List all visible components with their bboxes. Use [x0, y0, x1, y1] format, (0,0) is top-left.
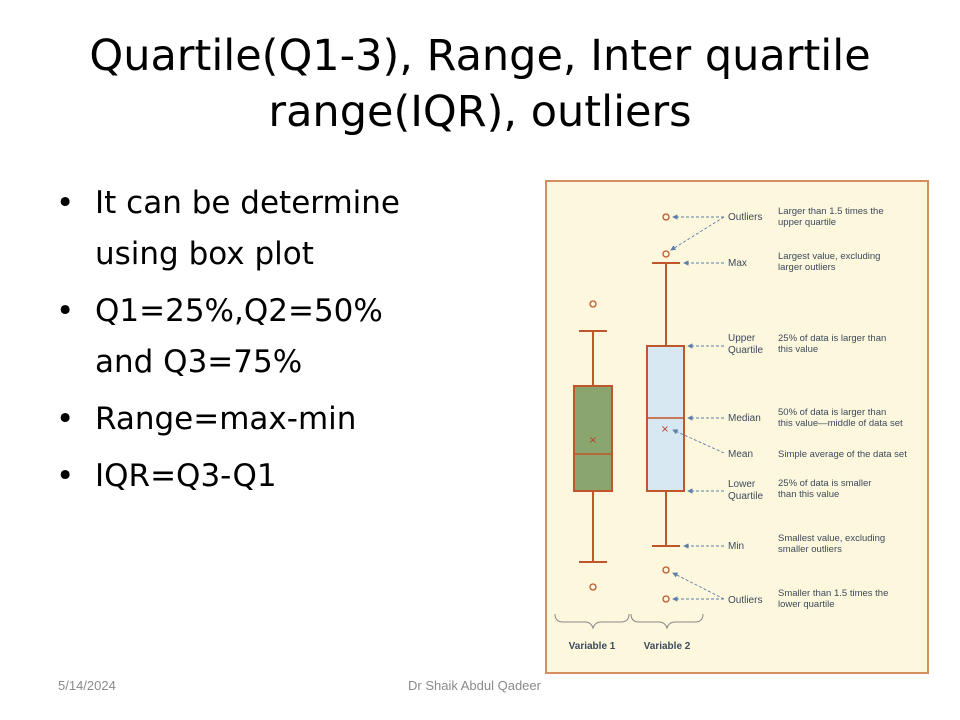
term-median: Median: [728, 413, 761, 424]
term-outliers-upper: Outliers: [728, 212, 762, 223]
box-plot-variable-2: ×: [646, 213, 685, 603]
footer-date: 5/14/2024: [58, 678, 116, 693]
box-plot-variable-1: ×: [573, 300, 613, 591]
outlier-point: [589, 583, 597, 591]
term-outliers-lower: Outliers: [728, 595, 762, 606]
outlier-point: [589, 300, 597, 308]
desc-lower-quartile: 25% of data is smaller than this value: [778, 478, 871, 500]
desc-median: 50% of data is larger than this value—mid…: [778, 407, 903, 429]
variable-label-2: Variable 2: [644, 641, 691, 652]
outlier-point: [662, 213, 670, 221]
leader-mean: [672, 429, 725, 454]
desc-max: Largest value, excluding larger outliers: [778, 251, 880, 273]
bracket-variable-2: [630, 613, 704, 630]
leader-lines: [670, 214, 725, 602]
slide-title-line-2: range(IQR), outliers: [268, 87, 692, 137]
outlier-point: [662, 250, 670, 258]
box-iqr: [573, 385, 613, 492]
bullet-list: It can be determine using box plot Q1=25…: [56, 178, 436, 508]
footer-author: Dr Shaik Abdul Qadeer: [408, 678, 541, 693]
variable-labels: Variable 1 Variable 2: [569, 641, 691, 652]
bullet-item: It can be determine using box plot: [56, 178, 436, 280]
desc-outliers-upper: Larger than 1.5 times the upper quartile: [778, 206, 884, 228]
outlier-point: [662, 566, 670, 574]
variable-label-1: Variable 1: [569, 641, 616, 652]
slide-title-line-1: Quartile(Q1-3), Range, Inter quartile: [89, 31, 871, 81]
box-plot-diagram: × ×: [545, 180, 929, 674]
leader-outliers-upper-2: [670, 216, 725, 251]
term-lower-quartile: Lower Quartile: [728, 479, 763, 502]
annotation-descriptions: Larger than 1.5 times the upper quartile …: [778, 206, 907, 610]
term-max: Max: [728, 258, 747, 269]
leader-outliers-lower-1: [672, 572, 725, 600]
box-plot-svg: × ×: [554, 206, 907, 652]
outlier-point: [662, 595, 670, 603]
bullet-item: Q1=25%,Q2=50% and Q3=75%: [56, 286, 436, 388]
term-min: Min: [728, 541, 744, 552]
bullet-item: IQR=Q3-Q1: [56, 451, 436, 502]
mean-marker: ×: [661, 424, 669, 435]
term-upper-quartile: Upper Quartile: [728, 333, 763, 356]
term-mean: Mean: [728, 449, 753, 460]
desc-upper-quartile: 25% of data is larger than this value: [778, 333, 886, 355]
bullet-item: Range=max-min: [56, 394, 436, 445]
desc-min: Smallest value, excluding smaller outlier…: [778, 533, 885, 555]
desc-mean: Simple average of the data set: [778, 449, 907, 460]
bracket-variable-1: [554, 613, 630, 630]
variable-brackets: [554, 613, 704, 630]
desc-outliers-lower: Smaller than 1.5 times the lower quartile: [778, 588, 888, 610]
slide-title: Quartile(Q1-3), Range, Inter quartile ra…: [40, 28, 920, 140]
mean-marker: ×: [589, 435, 597, 446]
annotation-terms: Outliers Max Upper Quartile Median Mean L…: [728, 212, 763, 606]
